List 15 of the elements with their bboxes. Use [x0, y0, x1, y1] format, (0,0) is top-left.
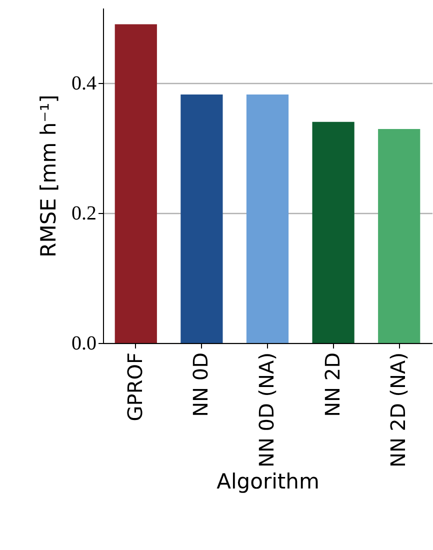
y-tick-label: 0.4 — [72, 72, 96, 94]
x-tick-label: NN 0D (NA) — [254, 352, 278, 468]
x-tick-label: NN 2D — [320, 352, 344, 417]
bar — [378, 128, 420, 343]
x-axis-title: Algorithm — [216, 470, 320, 494]
x-tick-label: NN 0D — [188, 352, 213, 417]
y-tick-label: 0.0 — [72, 332, 96, 354]
y-tick-label: 0.2 — [72, 202, 96, 224]
bar — [246, 94, 289, 343]
bar — [312, 122, 354, 343]
bar — [114, 24, 157, 343]
x-tick-label: GPROF — [122, 352, 147, 422]
y-axis-title: RMSE [mm h⁻¹] — [36, 94, 60, 258]
bar — [180, 94, 223, 343]
x-tick-label: NN 2D (NA) — [386, 352, 410, 468]
